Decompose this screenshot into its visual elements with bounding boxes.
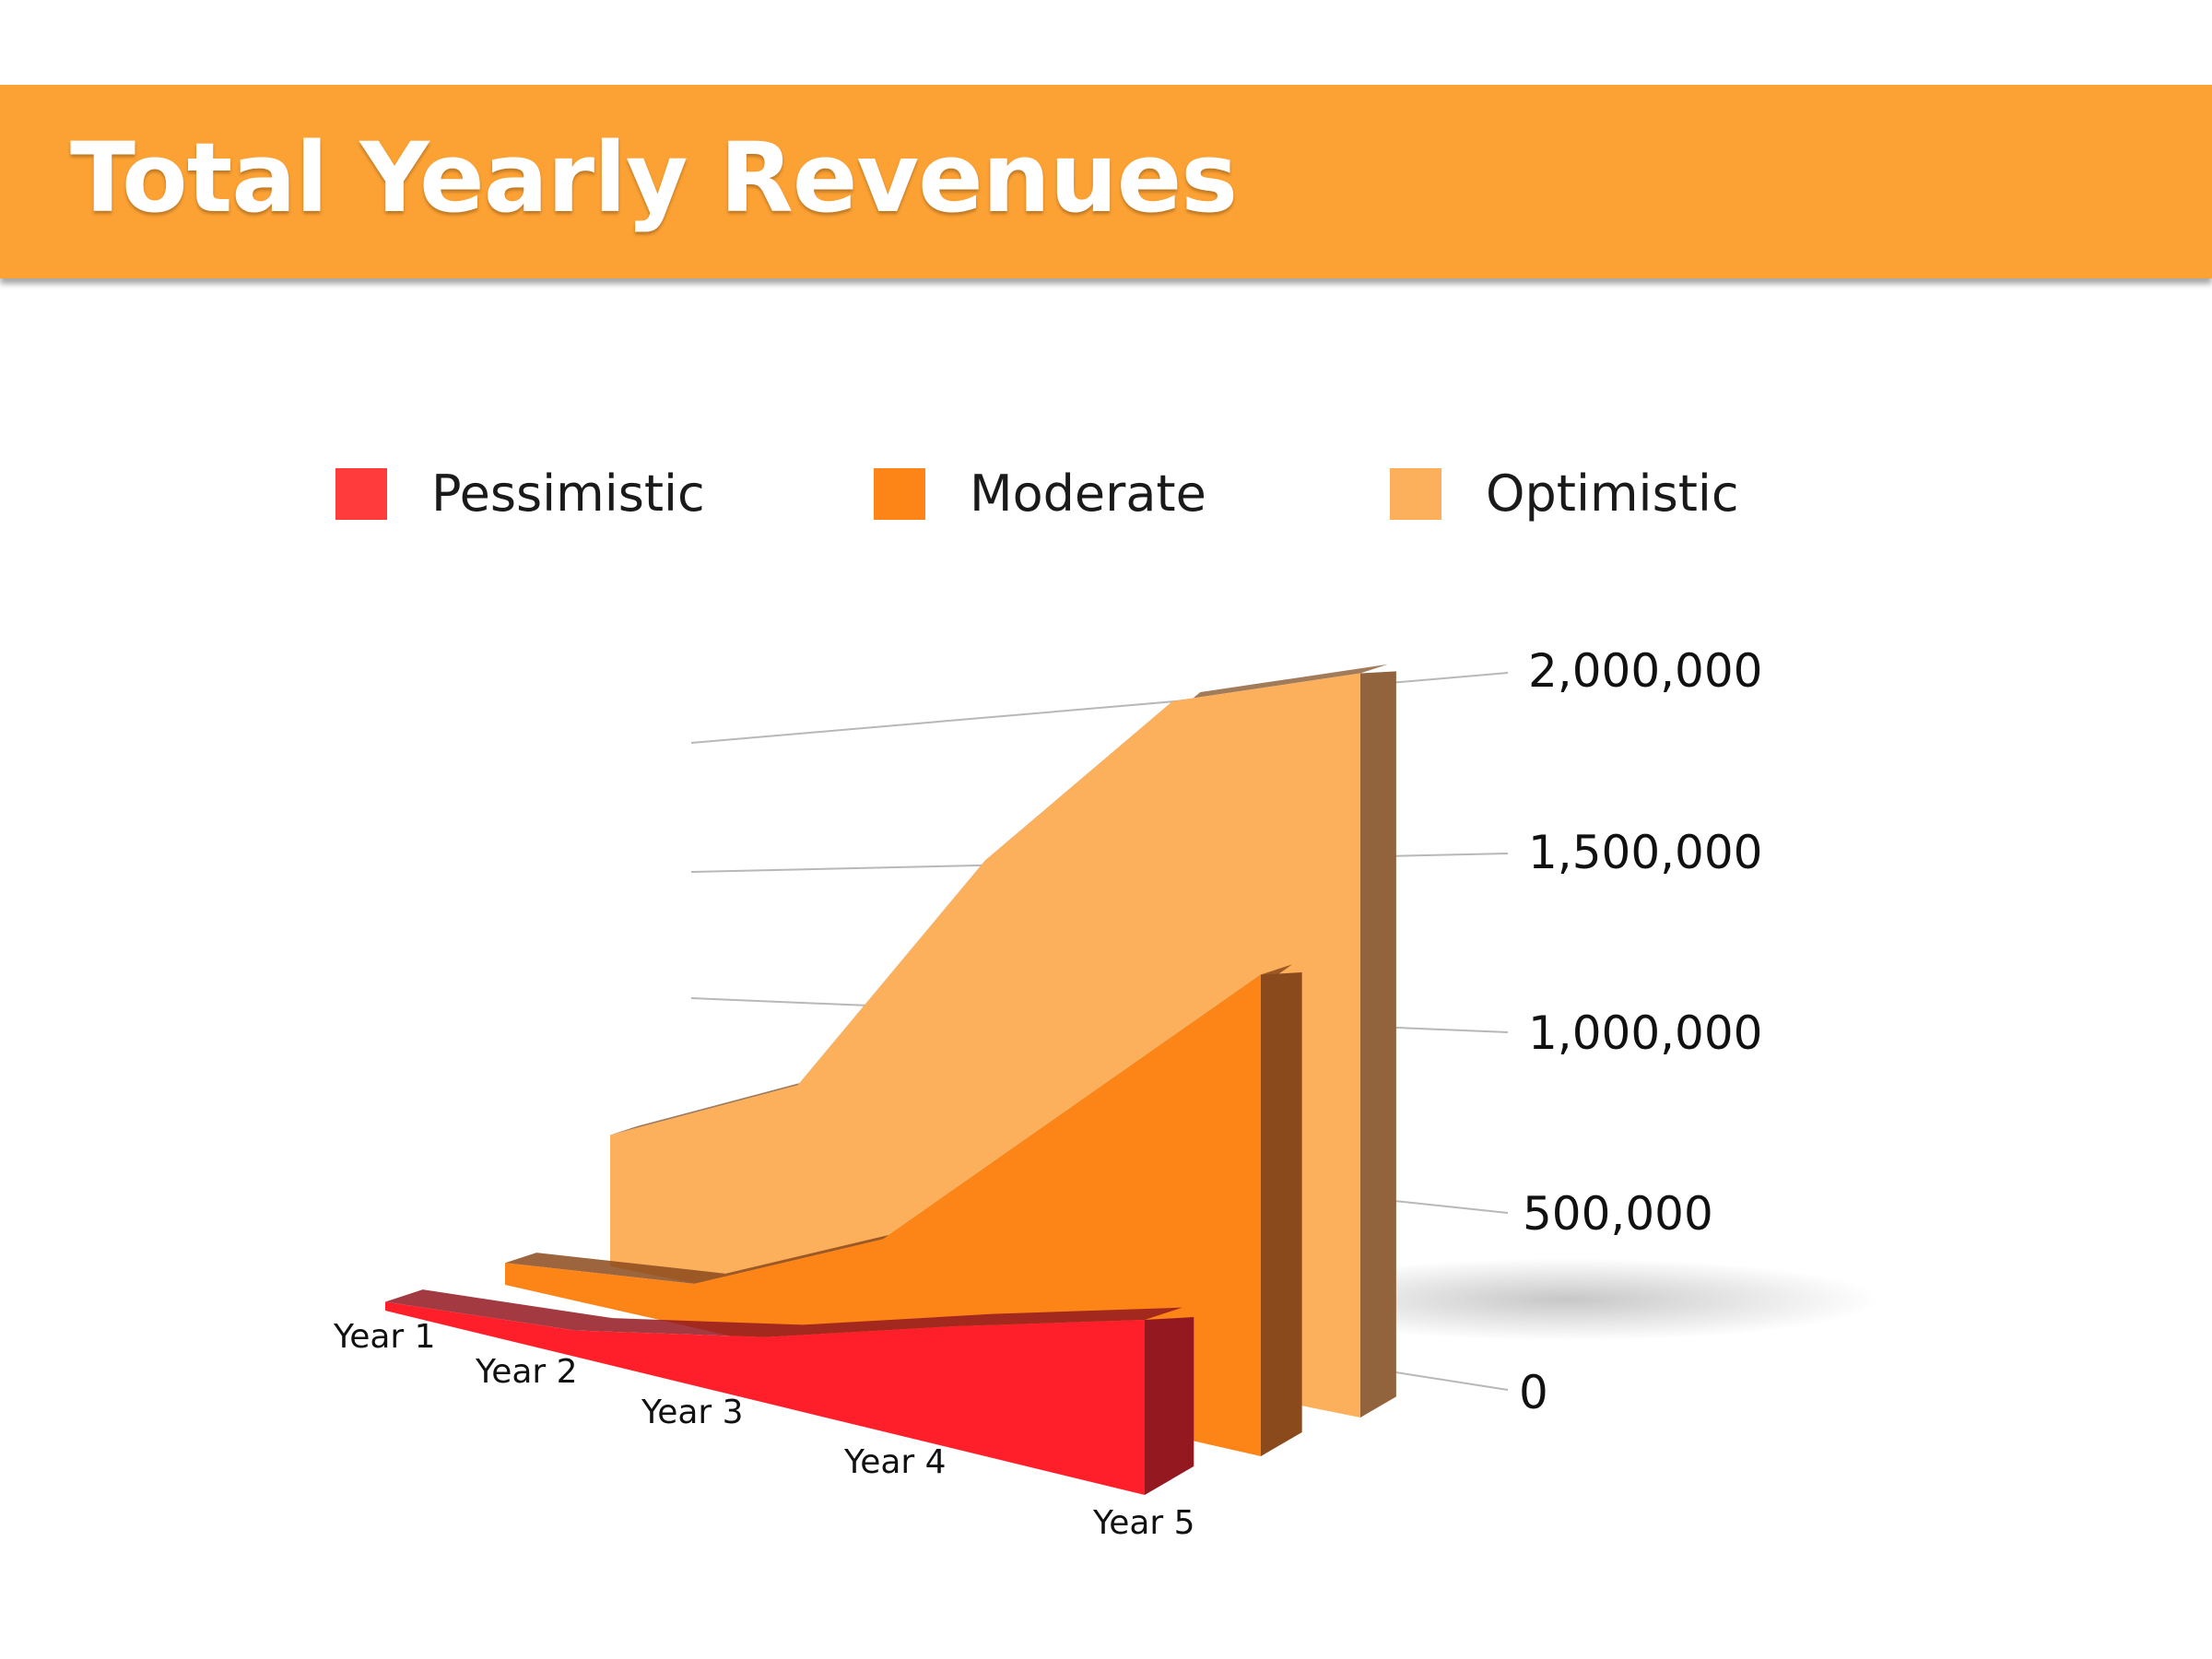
x-category-label: Year 3 [641,1394,744,1431]
series-end-cap [1145,1317,1194,1495]
legend-label-moderate: Moderate [970,465,1206,523]
y-tick-label: 0 [1519,1366,1548,1419]
chart-legend: Pessimistic Moderate Optimistic [0,461,2212,535]
x-category-label: Year 4 [843,1443,947,1481]
page-title: Total Yearly Revenues [70,122,1238,234]
series-top-edge [385,1289,1182,1337]
legend-swatch-moderate [874,468,925,520]
x-category-label: Year 5 [1092,1504,1195,1542]
x-category-label: Year 2 [475,1353,578,1391]
legend-label-pessimistic: Pessimistic [431,465,705,523]
floor-shadow [1253,1258,1880,1341]
series-pessimistic [385,1289,1194,1495]
y-tick-label: 1,000,000 [1528,1006,1762,1060]
title-banner: Total Yearly Revenues [0,85,2212,278]
y-tick-label: 2,000,000 [1528,644,1762,698]
series-end-cap [1261,972,1302,1456]
legend-label-optimistic: Optimistic [1486,465,1739,523]
legend-swatch-optimistic [1390,468,1441,520]
x-axis-categories: Year 1 Year 2 Year 3 Year 4 Year 5 [333,1318,1195,1542]
y-tick-label: 500,000 [1523,1187,1713,1241]
legend-swatch-pessimistic [335,468,387,520]
y-axis-ticks: 2,000,000 1,500,000 1,000,000 500,000 0 [1519,644,1762,1419]
series-layer [385,664,1396,1495]
x-category-label: Year 1 [333,1318,436,1356]
y-tick-label: 1,500,000 [1528,826,1762,879]
series-area [385,1301,1145,1495]
series-end-cap [1360,671,1396,1418]
